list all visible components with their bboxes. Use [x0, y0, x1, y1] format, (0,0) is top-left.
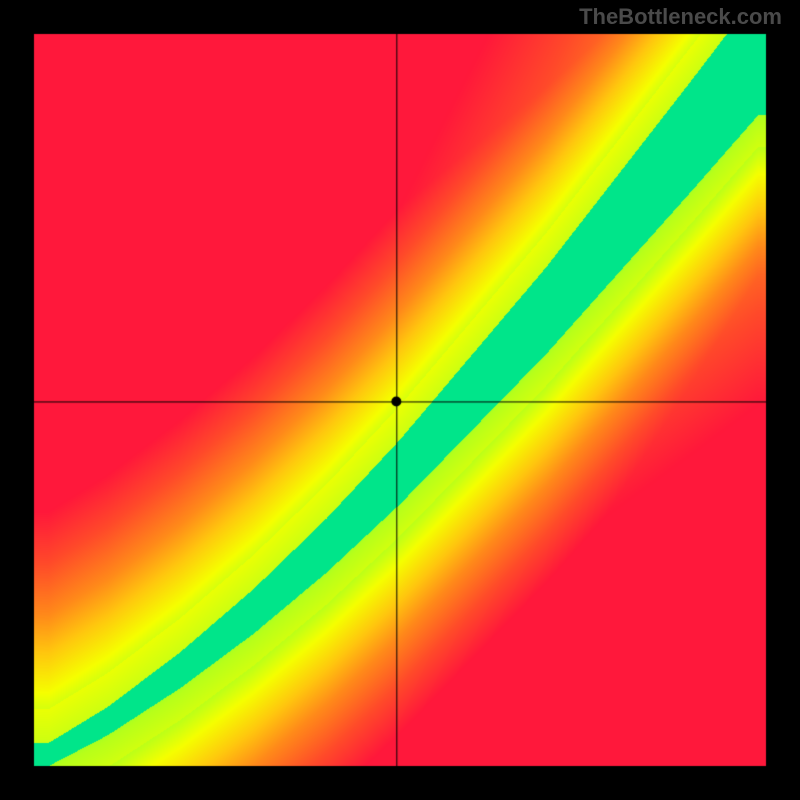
bottleneck-heatmap	[0, 0, 800, 800]
chart-container: TheBottleneck.com	[0, 0, 800, 800]
watermark-text: TheBottleneck.com	[579, 4, 782, 30]
